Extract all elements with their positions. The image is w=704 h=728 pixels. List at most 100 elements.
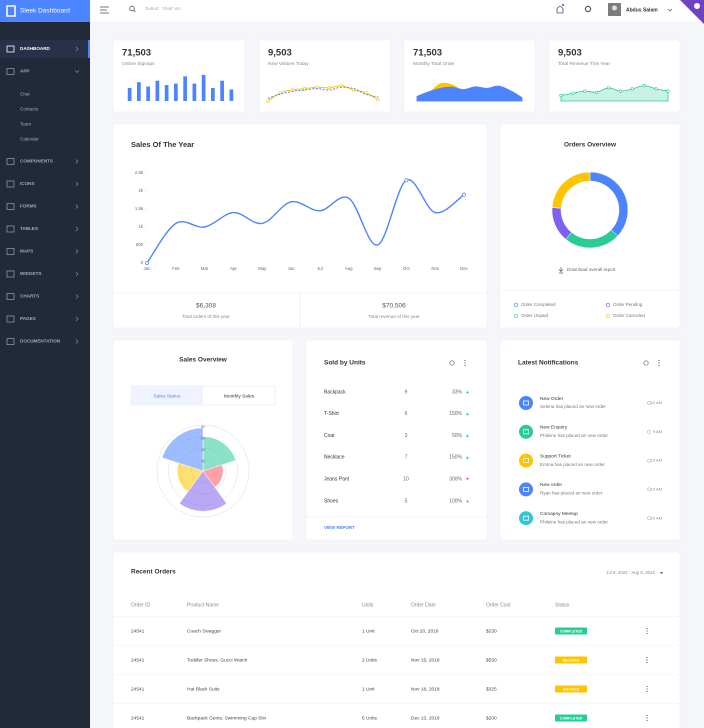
row-menu-dot[interactable] xyxy=(646,685,648,688)
trend-arrow xyxy=(466,434,469,437)
status-label: COMPLETED xyxy=(560,629,583,633)
table-cell: Oct 20, 2018 xyxy=(411,628,439,634)
date-range-caret[interactable] xyxy=(660,572,663,574)
brand-name[interactable]: Sleek Dashboard xyxy=(20,8,70,15)
menu-item[interactable]: APP xyxy=(20,69,29,74)
menu-item[interactable]: DASHBOARD xyxy=(20,46,51,51)
notification-text: Ryan has placed an new order xyxy=(540,491,603,496)
menu-icon xyxy=(6,158,15,165)
row-menu-dot[interactable] xyxy=(646,627,648,630)
x-tick-label: Apr xyxy=(230,266,237,271)
area xyxy=(560,85,669,102)
notification-title[interactable]: Comapny Meetup xyxy=(540,511,578,517)
status-badge xyxy=(555,714,587,722)
topbar xyxy=(90,0,704,22)
menu-item[interactable]: PAGES xyxy=(20,316,36,321)
notification-text: Phileine has placed an new order xyxy=(540,433,608,438)
notification-title[interactable]: New Enquiry xyxy=(540,425,568,431)
menu-item[interactable]: MAPS xyxy=(20,249,33,254)
product-units: 7 xyxy=(405,455,408,461)
point xyxy=(327,86,331,90)
more-icon-dot[interactable] xyxy=(658,359,660,362)
menu-item[interactable]: FORMS xyxy=(20,204,37,209)
notification-title[interactable]: Support Ticket xyxy=(540,540,571,546)
menu-item[interactable]: ICONS xyxy=(20,181,35,186)
menu-chevron xyxy=(75,249,79,254)
bar xyxy=(127,87,132,101)
user-name[interactable]: Abdus Salam xyxy=(626,7,658,13)
area xyxy=(416,85,523,102)
y-tick-label: 1k xyxy=(138,224,143,229)
download-link[interactable]: Download overall report xyxy=(567,267,616,272)
more-icon-dot[interactable] xyxy=(464,359,466,362)
menu-item[interactable]: CHARTS xyxy=(20,294,39,299)
more-icon-dot[interactable] xyxy=(658,364,660,367)
card xyxy=(112,551,681,728)
submenu-item[interactable]: Team xyxy=(20,122,31,127)
row-menu-dot[interactable] xyxy=(646,632,648,635)
menu-item[interactable]: WIDGETS xyxy=(20,271,41,276)
point xyxy=(583,89,587,93)
refresh-icon[interactable] xyxy=(643,360,649,366)
refresh-icon[interactable] xyxy=(449,360,455,366)
row-menu-dot[interactable] xyxy=(646,661,648,664)
card xyxy=(305,339,488,541)
row-menu-dot[interactable] xyxy=(646,659,648,661)
settings-icon[interactable] xyxy=(584,5,592,13)
row-menu-dot[interactable] xyxy=(646,630,648,632)
x-tick-label: May xyxy=(258,266,267,271)
submenu-item[interactable]: Chat xyxy=(20,92,30,97)
point xyxy=(559,93,563,98)
card xyxy=(499,123,681,329)
submenu-item[interactable]: Calendar xyxy=(20,137,39,142)
menu-chevron xyxy=(75,226,79,232)
search-input[interactable]: 'button', 'chart' etc. xyxy=(145,6,182,11)
notification-title[interactable]: New order xyxy=(540,482,563,488)
x-tick-label: Feb xyxy=(172,266,180,271)
more-icon-dot[interactable] xyxy=(464,362,466,364)
product-name: T-Shirt xyxy=(324,411,339,417)
row-menu-dot[interactable] xyxy=(646,719,648,722)
submenu-item[interactable]: Contacts xyxy=(20,107,39,112)
card xyxy=(499,339,681,541)
tab[interactable]: Sales Status xyxy=(154,393,182,399)
x-tick-label: Jan xyxy=(144,266,152,271)
notification-icon-glyph xyxy=(523,515,529,521)
row-menu-dot[interactable] xyxy=(646,714,648,717)
notification-title[interactable]: Support Ticket xyxy=(540,453,571,459)
table-cell: Hat Black Suits xyxy=(187,686,220,692)
date-range[interactable]: Jul 8, 2022 - Aug 6, 2022 xyxy=(606,570,655,575)
x-tick-label: Dec xyxy=(460,266,468,271)
notification-icon xyxy=(519,482,533,497)
menu-item[interactable]: COMPONENTS xyxy=(20,159,53,164)
row-menu-dot[interactable] xyxy=(646,656,648,659)
user-menu-chevron[interactable] xyxy=(667,8,673,12)
status-label: COMPLETED xyxy=(560,716,583,720)
tab[interactable]: Monthly Sales xyxy=(224,393,255,399)
view-report-link[interactable]: VIEW REPORT xyxy=(324,525,355,530)
table-cell: 5 Units xyxy=(362,715,378,721)
table-cell: $325 xyxy=(486,686,497,692)
active-menu-marker xyxy=(88,40,90,58)
notification-icon xyxy=(519,453,533,468)
menu-icon xyxy=(6,270,15,278)
more-icon-dot[interactable] xyxy=(464,364,466,367)
x-tick-label: Jul xyxy=(317,266,323,271)
trend-arrow xyxy=(466,390,469,394)
more-icon-dot[interactable] xyxy=(658,362,660,364)
table-cell: $200 xyxy=(486,715,497,721)
table-cell: 24541 xyxy=(131,686,145,692)
download-icon[interactable] xyxy=(558,267,564,274)
menu-item[interactable]: DOCUMENTATION xyxy=(20,339,61,344)
table-cell: 24541 xyxy=(131,628,145,634)
row-menu-dot[interactable] xyxy=(646,690,648,693)
notification-title[interactable]: New Order xyxy=(540,396,564,402)
row-menu-dot[interactable] xyxy=(646,688,648,690)
row-menu-dot[interactable] xyxy=(646,717,648,719)
notification-bell[interactable] xyxy=(556,6,564,14)
bar xyxy=(220,80,224,101)
menu-item[interactable]: TABLES xyxy=(20,226,38,231)
r-tick-label: 80 xyxy=(201,425,205,429)
doughnut-segment xyxy=(551,171,591,209)
